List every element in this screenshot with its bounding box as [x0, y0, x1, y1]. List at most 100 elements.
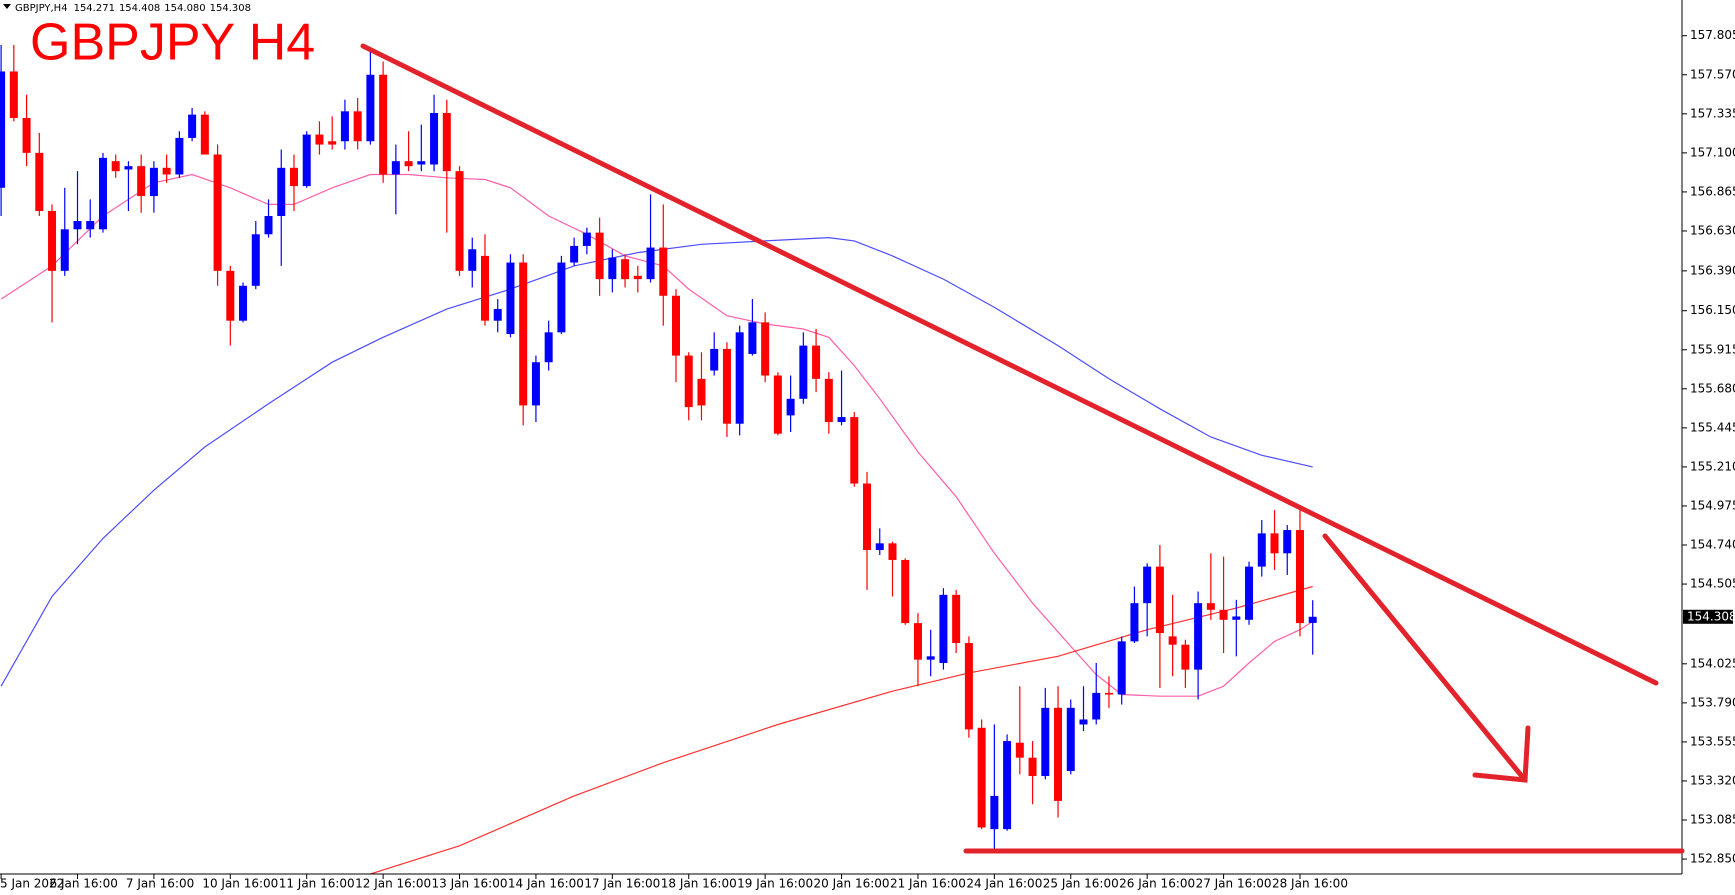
- candle-body: [1028, 757, 1037, 776]
- x-tick-label: 21 Jan 16:00: [890, 877, 966, 891]
- candle-body: [1168, 636, 1177, 645]
- candle-body: [875, 543, 884, 550]
- y-tick-label: 153.320: [1690, 773, 1735, 787]
- candle-body: [888, 543, 897, 560]
- quote-low: 154.080: [164, 3, 205, 14]
- candle-body: [417, 161, 426, 165]
- candle-body: [1194, 603, 1203, 670]
- candle-body: [315, 134, 324, 145]
- symbol: GBPJPY,H4: [15, 3, 68, 14]
- y-tick-label: 157.335: [1690, 106, 1735, 120]
- candle-body: [1232, 616, 1241, 620]
- menu-triangle[interactable]: [3, 4, 11, 9]
- x-tick-label: 13 Jan 16:00: [432, 877, 508, 891]
- candle-body: [111, 161, 120, 172]
- y-tick-label: 153.555: [1690, 734, 1735, 748]
- x-tick-label: 5 Jan 2022: [0, 877, 64, 891]
- axes: 157.805 157.570 157.335 157.100 156.865 156.6…: [0, 28, 1735, 890]
- x-tick-label: 14 Jan 16:00: [508, 877, 584, 891]
- moving-average: [0, 173, 1314, 697]
- x-tick-label: 25 Jan 16:00: [1043, 877, 1119, 891]
- candle-body: [366, 74, 375, 142]
- candle-body: [633, 275, 642, 280]
- candle-body: [990, 795, 999, 830]
- y-tick-label: 153.085: [1690, 812, 1735, 826]
- x-tick-label: 26 Jan 16:00: [1119, 877, 1195, 891]
- candle-body: [9, 71, 18, 118]
- current-price-label: 154.308: [1687, 609, 1735, 623]
- candle-body: [35, 152, 44, 212]
- candle-body: [213, 154, 222, 271]
- candle-body: [137, 166, 146, 197]
- candle-body: [124, 166, 133, 170]
- candle-body: [48, 211, 57, 271]
- y-tick-label: 155.210: [1690, 459, 1735, 473]
- y-tick-label: 157.570: [1690, 67, 1735, 81]
- candle-body: [837, 417, 846, 423]
- arrow-head: [1472, 725, 1531, 783]
- y-tick-label: 155.915: [1690, 342, 1735, 356]
- candle-body: [22, 117, 31, 153]
- candle-body: [722, 348, 731, 424]
- trend-line: [360, 43, 1659, 686]
- candle-body: [264, 216, 273, 235]
- candle-body: [684, 355, 693, 408]
- candle-body: [455, 171, 464, 271]
- arrow-shaft: [1322, 533, 1528, 783]
- y-tick-label: 156.390: [1690, 263, 1735, 277]
- candle-body: [557, 262, 566, 333]
- x-tick-label: 17 Jan 16:00: [584, 877, 660, 891]
- candle-body: [964, 643, 973, 730]
- x-tick-label: 19 Jan 16:00: [737, 877, 813, 891]
- x-tick-label: 24 Jan 16:00: [966, 877, 1042, 891]
- candle-body: [277, 167, 286, 217]
- moving-average: [370, 585, 1313, 875]
- candle-body: [1079, 719, 1088, 725]
- candle-body: [1130, 603, 1139, 642]
- candle-body: [570, 245, 579, 263]
- candle-body: [608, 257, 617, 280]
- y-tick-label: 154.505: [1690, 577, 1735, 591]
- y-tick-label: 155.445: [1690, 420, 1735, 434]
- candle-body: [0, 71, 6, 188]
- candle-body: [430, 112, 439, 165]
- candle-body: [175, 137, 184, 175]
- candle-body: [493, 309, 502, 321]
- y-tick-label: 157.805: [1690, 28, 1735, 42]
- candle-body: [672, 295, 681, 356]
- candle-body: [646, 247, 655, 280]
- annotations: [360, 43, 1685, 854]
- candle-body: [621, 259, 630, 280]
- candle-body: [328, 141, 337, 145]
- quote-close: 154.308: [210, 3, 251, 14]
- y-tick-label: 156.630: [1690, 223, 1735, 237]
- candle-body: [926, 656, 935, 660]
- quote-high: 154.408: [119, 3, 160, 14]
- y-tick-label: 154.740: [1690, 538, 1735, 552]
- candle-body: [1206, 603, 1215, 610]
- candle-body: [226, 270, 235, 321]
- candle-body: [1015, 742, 1024, 758]
- candle-body: [1117, 641, 1126, 695]
- candle-body: [735, 332, 744, 424]
- candle-body: [391, 161, 400, 175]
- candle-body: [761, 322, 770, 376]
- plot-area: [0, 44, 1317, 875]
- current-price-box: [1683, 609, 1733, 624]
- candle-body: [799, 345, 808, 399]
- candle-body: [442, 112, 451, 172]
- candle-body: [1295, 530, 1304, 624]
- candle-body: [73, 220, 82, 230]
- y-tick-label: 152.850: [1690, 852, 1735, 866]
- candle-body: [773, 375, 782, 434]
- candle-body: [1283, 530, 1292, 554]
- candle-body: [710, 348, 719, 371]
- candle-body: [188, 114, 197, 138]
- candle-body: [302, 134, 311, 187]
- candle-body: [850, 417, 859, 484]
- candle-body: [824, 378, 833, 423]
- candle-body: [544, 332, 553, 363]
